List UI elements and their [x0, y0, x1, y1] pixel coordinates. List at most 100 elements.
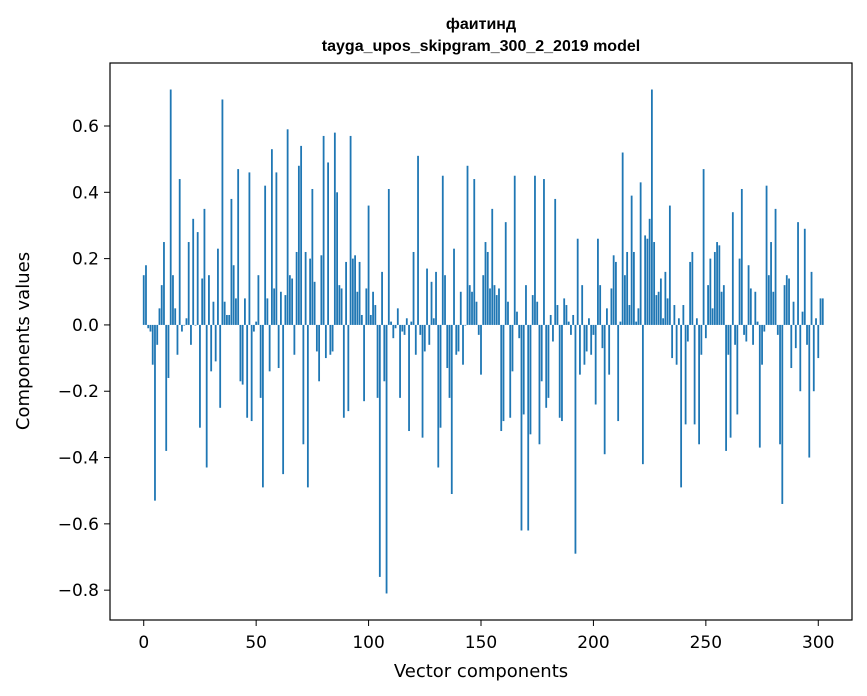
bar-195 — [581, 285, 584, 325]
bar-108 — [385, 324, 388, 594]
bar-168 — [520, 324, 523, 531]
bar-279 — [770, 242, 772, 325]
bar-154 — [489, 288, 491, 325]
bar-49 — [253, 324, 255, 332]
bar-261 — [729, 324, 732, 438]
bar-163 — [509, 324, 512, 418]
bar-192 — [574, 324, 577, 554]
bar-221 — [639, 182, 642, 325]
bar-48 — [250, 324, 253, 422]
bar-240 — [682, 305, 685, 325]
bar-9 — [163, 242, 165, 325]
bar-254 — [713, 251, 716, 325]
bar-193 — [576, 238, 579, 325]
bar-206 — [606, 308, 608, 325]
bar-296 — [808, 324, 811, 458]
bar-225 — [648, 218, 651, 325]
bar-13 — [172, 275, 174, 325]
bar-110 — [390, 321, 392, 325]
bar-171 — [527, 324, 530, 531]
bar-275 — [761, 324, 763, 365]
bar-25 — [199, 324, 201, 428]
bar-203 — [599, 285, 602, 325]
bar-191 — [572, 314, 575, 325]
bar-153 — [486, 251, 489, 325]
bar-223 — [644, 235, 647, 325]
bar-228 — [655, 295, 658, 325]
bar-182 — [552, 324, 554, 342]
y-tick-label: −0.8 — [58, 581, 99, 601]
bar-3 — [149, 324, 152, 332]
bar-60 — [277, 324, 280, 369]
bar-170 — [525, 285, 527, 325]
bar-173 — [531, 295, 534, 325]
x-tick-label: 300 — [802, 633, 834, 653]
bar-124 — [421, 324, 424, 438]
bar-285 — [783, 285, 786, 325]
bar-232 — [664, 271, 667, 325]
bar-146 — [471, 291, 473, 325]
bar-200 — [592, 324, 595, 335]
bar-294 — [803, 228, 806, 325]
bar-178 — [543, 179, 545, 325]
bar-18 — [183, 324, 186, 326]
bar-6 — [156, 324, 159, 345]
bar-277 — [765, 185, 768, 325]
bar-268 — [745, 324, 748, 342]
bar-67 — [293, 324, 296, 355]
bar-30 — [210, 324, 213, 372]
bar-141 — [459, 291, 462, 325]
x-tick-label: 50 — [245, 633, 267, 653]
bar-93 — [351, 258, 354, 325]
bar-255 — [716, 242, 718, 325]
bar-245 — [693, 324, 696, 425]
bar-20 — [187, 242, 190, 325]
bar-198 — [588, 318, 590, 325]
bar-233 — [666, 298, 669, 325]
bar-237 — [675, 324, 678, 365]
y-tick-label: 0.2 — [72, 250, 99, 270]
bar-44 — [241, 324, 244, 385]
bar-148 — [475, 301, 478, 325]
bar-63 — [284, 295, 287, 325]
bar-122 — [417, 155, 419, 325]
bar-289 — [792, 301, 795, 325]
bar-135 — [446, 324, 449, 369]
bar-42 — [237, 169, 240, 325]
x-tick-label: 200 — [577, 633, 609, 653]
y-tick-label: 0.6 — [72, 117, 99, 137]
bar-295 — [806, 324, 808, 345]
bar-47 — [248, 172, 251, 325]
bar-120 — [412, 251, 415, 325]
bar-172 — [529, 324, 532, 435]
bar-216 — [628, 305, 631, 325]
bar-101 — [369, 314, 372, 325]
bar-68 — [295, 251, 298, 325]
bar-215 — [626, 251, 629, 325]
bar-187 — [563, 298, 566, 325]
bar-186 — [561, 324, 563, 422]
bar-82 — [327, 162, 329, 325]
bar-212 — [619, 321, 622, 325]
y-tick-label: −0.4 — [58, 449, 99, 469]
bar-227 — [653, 242, 656, 325]
bar-234 — [668, 205, 671, 325]
bar-12 — [169, 89, 172, 325]
bar-112 — [394, 324, 397, 329]
bar-229 — [657, 291, 660, 325]
bar-88 — [340, 288, 343, 325]
bar-55 — [266, 298, 269, 325]
bar-65 — [288, 275, 291, 325]
bar-86 — [336, 192, 338, 325]
bar-111 — [392, 324, 395, 339]
bar-19 — [185, 318, 188, 325]
bar-217 — [630, 195, 633, 325]
bar-57 — [270, 149, 273, 325]
bar-105 — [378, 324, 381, 577]
bar-301 — [819, 298, 822, 325]
bar-80 — [322, 135, 325, 325]
bar-61 — [279, 291, 282, 325]
bar-115 — [401, 324, 404, 332]
bar-123 — [419, 324, 422, 335]
